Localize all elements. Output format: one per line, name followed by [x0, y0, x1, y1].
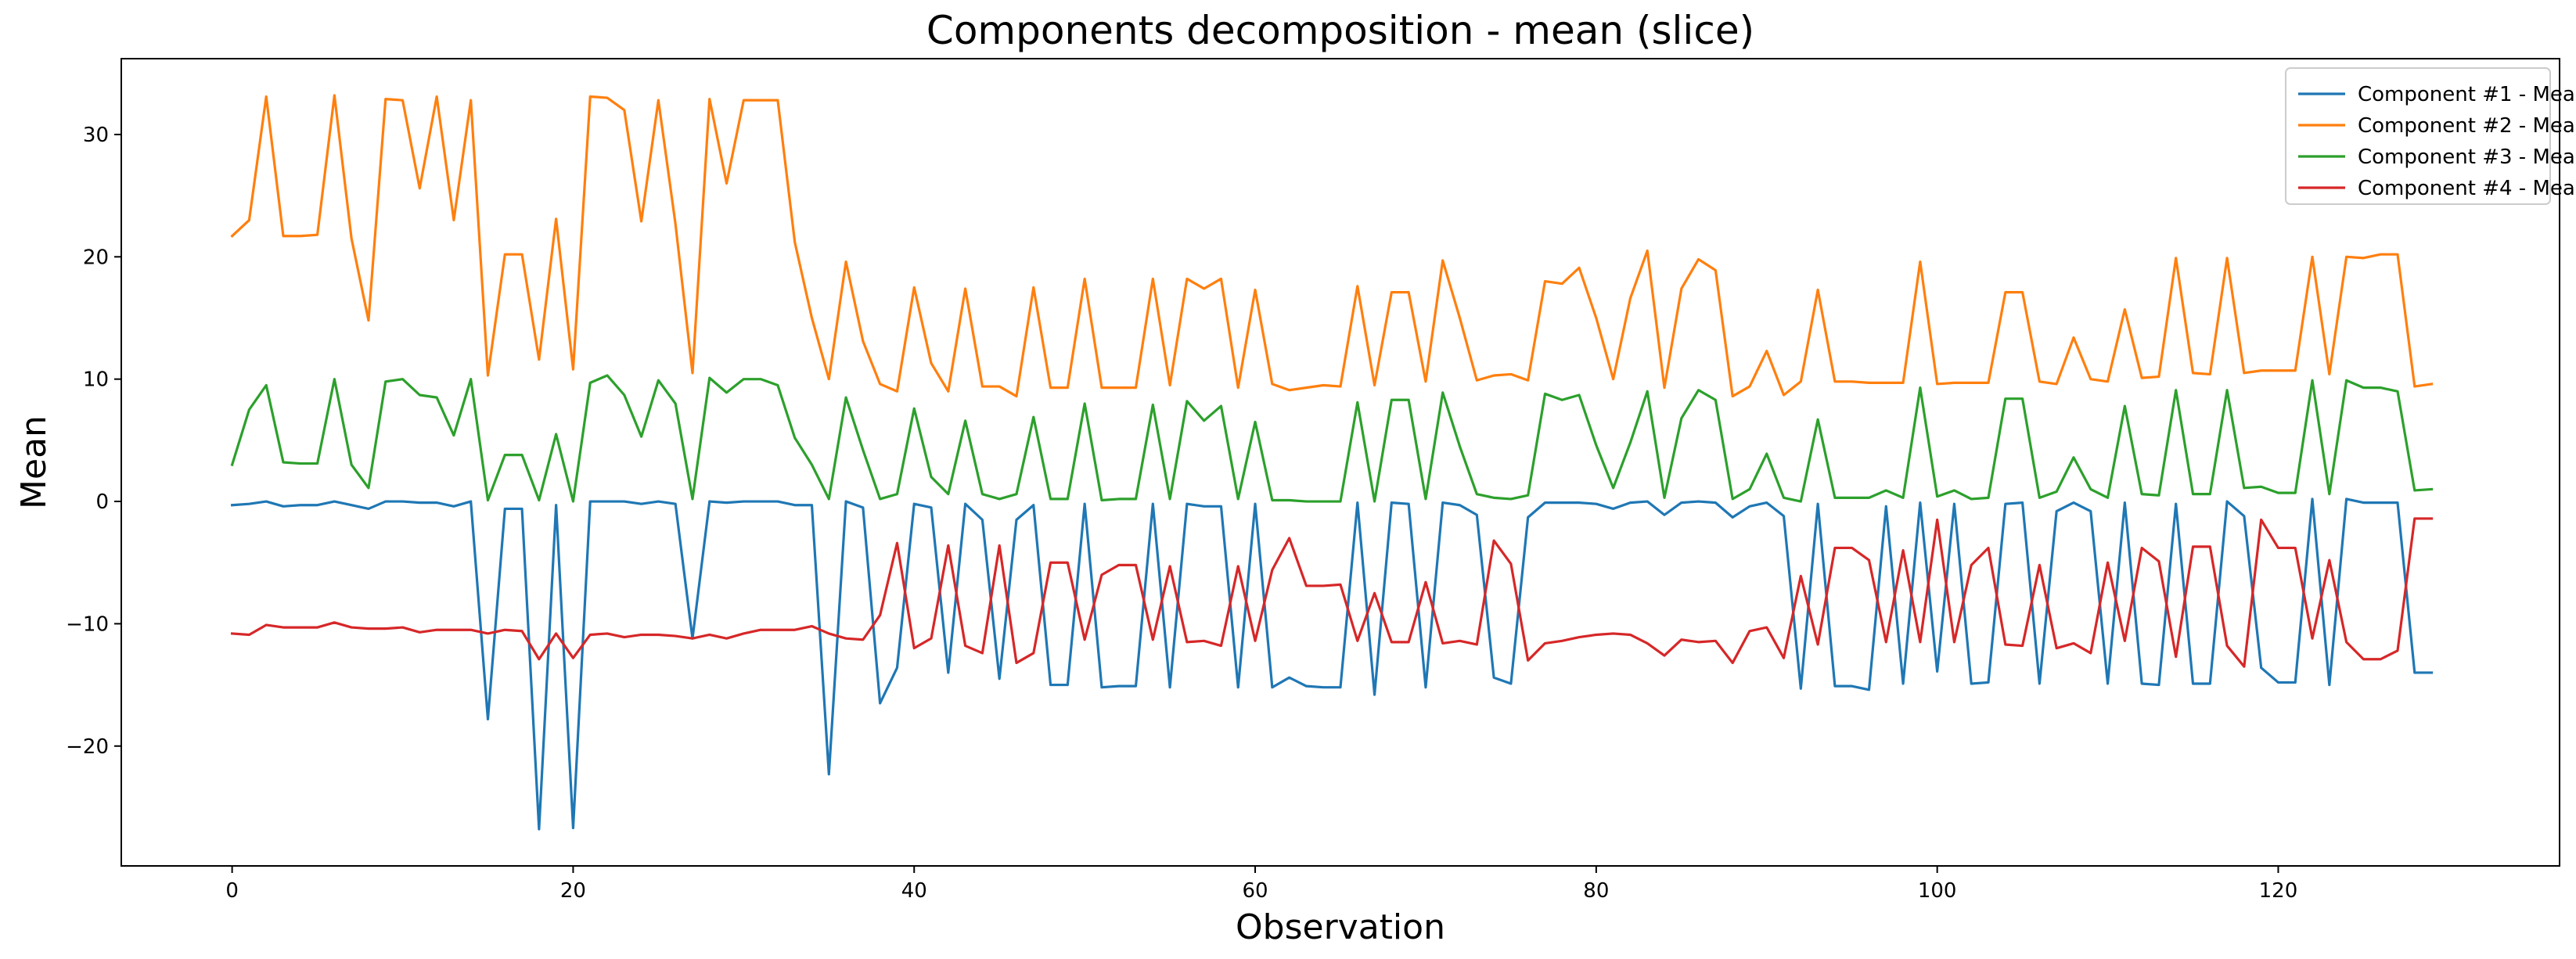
x-tick-label: 80	[1583, 879, 1609, 903]
x-tick-label: 100	[1918, 879, 1957, 903]
y-tick-label: 0	[95, 490, 109, 514]
x-axis-label: Observation	[1236, 907, 1445, 947]
y-tick-label: 30	[83, 124, 109, 147]
legend-label-component-2: Component #2 - Mean	[2358, 114, 2576, 138]
series-line-component-2	[230, 94, 2434, 398]
y-axis-ticks: −20 −10 0 10 20 30	[66, 124, 121, 759]
series-line-component-4	[230, 517, 2434, 668]
chart-title: Components decomposition - mean (slice)	[926, 8, 1754, 53]
x-tick-label: 0	[225, 879, 239, 903]
legend: Component #1 - Mean Component #2 - Mean Co…	[2285, 67, 2576, 205]
y-tick-label: 20	[83, 246, 109, 269]
legend-label-component-1: Component #1 - Mean	[2358, 83, 2576, 106]
legend-box	[2285, 67, 2551, 205]
x-tick-label: 20	[560, 879, 586, 903]
x-tick-label: 40	[901, 879, 927, 903]
y-tick-label: −10	[66, 612, 109, 636]
y-tick-label: −20	[66, 735, 109, 759]
x-tick-label: 120	[2259, 879, 2298, 903]
series-line-component-3	[230, 374, 2434, 503]
legend-label-component-3: Component #3 - Mean	[2358, 145, 2576, 169]
y-axis-label: Mean	[14, 415, 54, 509]
x-tick-label: 60	[1243, 879, 1268, 903]
legend-label-component-4: Component #4 - Mean	[2358, 177, 2576, 200]
series-line-component-1	[230, 497, 2434, 831]
plot-area	[230, 94, 2434, 831]
y-tick-label: 10	[83, 368, 109, 392]
plot-frame	[121, 58, 2560, 867]
x-axis-ticks: 0 20 40 60 80 100 120	[225, 866, 2297, 903]
